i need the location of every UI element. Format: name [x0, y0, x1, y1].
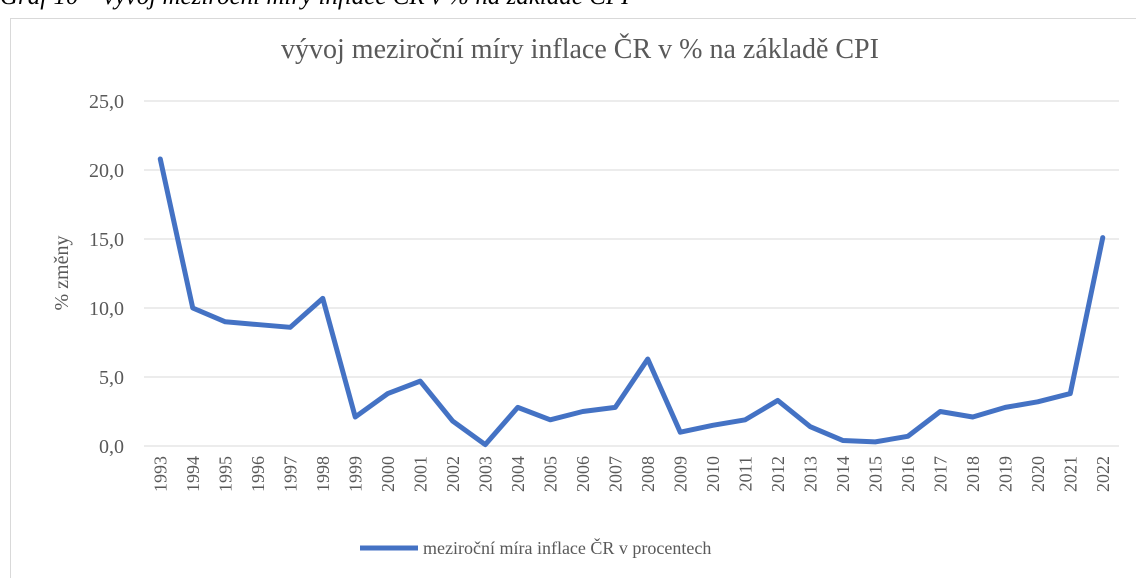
x-tick-label: 2000 — [378, 456, 398, 492]
x-tick-label: 1995 — [215, 456, 235, 492]
x-tick-label: 2012 — [768, 456, 788, 492]
x-tick-label: 2014 — [833, 456, 853, 492]
x-tick-label: 2005 — [540, 456, 560, 492]
x-tick-label: 2013 — [800, 456, 820, 492]
x-tick-label: 2009 — [670, 456, 690, 492]
x-tick-label: 2008 — [638, 456, 658, 492]
x-tick-label: 2020 — [1028, 456, 1048, 492]
x-tick-label: 1994 — [183, 456, 203, 492]
x-tick-label: 2017 — [930, 456, 950, 492]
caption: Graf 10 – vývoj meziroční míry inflace Č… — [0, 0, 631, 10]
x-tick-label: 2006 — [573, 456, 593, 492]
y-tick-label: 0,0 — [99, 436, 124, 458]
x-tick-label: 2022 — [1093, 456, 1113, 492]
legend-label: meziroční míra inflace ČR v procentech — [423, 537, 711, 558]
x-tick-label: 2016 — [898, 456, 918, 492]
y-tick-label: 15,0 — [89, 229, 124, 251]
x-tick-label: 2018 — [963, 456, 983, 492]
y-tick-label: 10,0 — [89, 298, 124, 320]
y-tick-label: 5,0 — [99, 367, 124, 389]
y-axis-title: % změny — [51, 236, 73, 311]
chart-frame — [10, 18, 1136, 578]
y-tick-label: 20,0 — [89, 160, 124, 182]
x-tick-label: 2010 — [703, 456, 723, 492]
x-tick-label: 2011 — [735, 456, 755, 491]
x-tick-label: 2015 — [865, 456, 885, 492]
x-tick-label: 1997 — [280, 456, 300, 492]
line — [157, 156, 1106, 448]
x-tick-label: 1998 — [313, 456, 333, 492]
x-tick-label: 2002 — [443, 456, 463, 492]
x-tick-label: 1999 — [345, 456, 365, 492]
x-tick-label: 1993 — [150, 456, 170, 492]
x-tick-label: 1996 — [248, 456, 268, 492]
x-tick-label: 2004 — [508, 456, 528, 492]
y-tick-label: 25,0 — [89, 91, 124, 113]
x-tick-label: 2007 — [605, 456, 625, 492]
x-tick-label: 2003 — [475, 456, 495, 492]
x-tick-label: 2019 — [995, 456, 1015, 492]
x-tick-label: 2001 — [410, 456, 430, 492]
chart-title: vývoj meziroční míry inflace ČR v % na z… — [281, 34, 879, 65]
x-tick-label: 2021 — [1060, 456, 1080, 492]
